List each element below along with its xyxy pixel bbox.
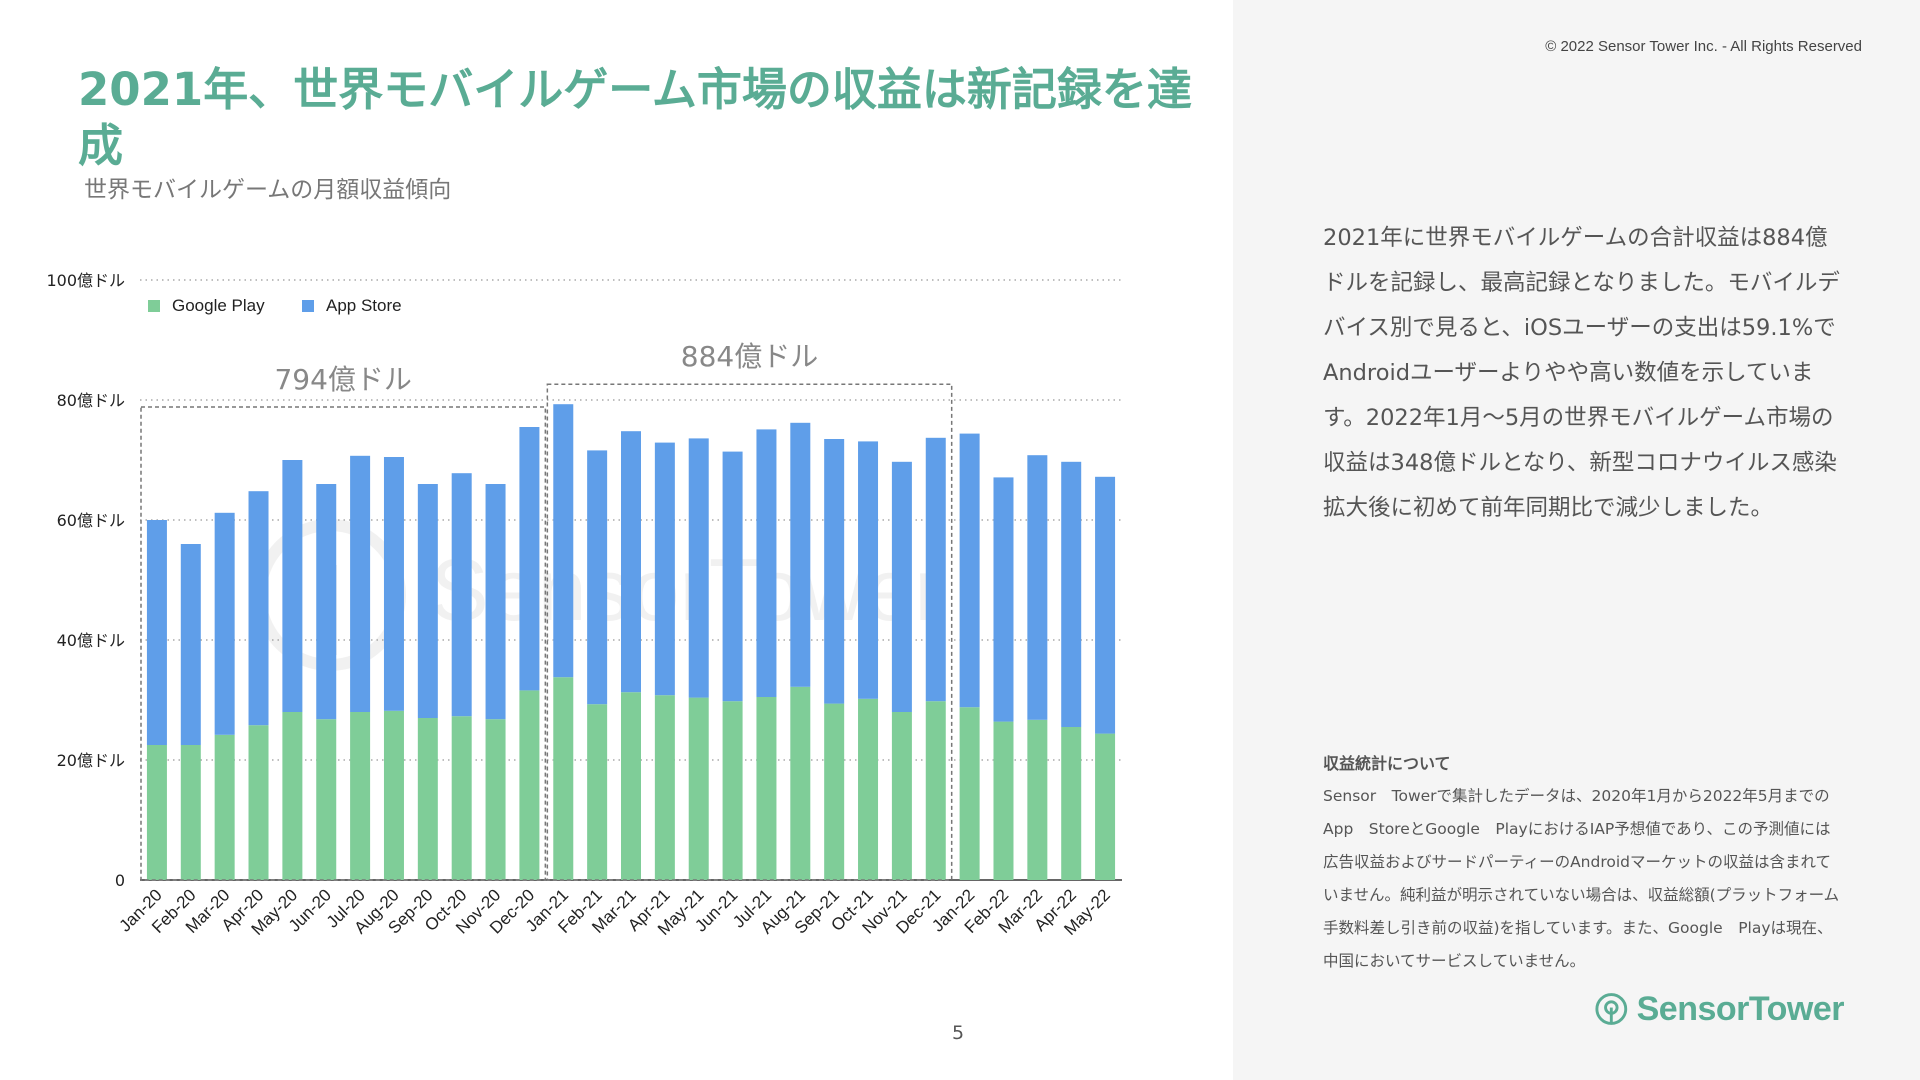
bar-app-store bbox=[519, 427, 540, 691]
bar-app-store bbox=[383, 457, 404, 711]
bar-app-store bbox=[180, 544, 201, 745]
bar-app-store bbox=[451, 473, 472, 717]
revenue-chart: SensorTower 794億ドル 884億ドル 0 20億ドル 40億ドル 60億ド… bbox=[46, 271, 1122, 939]
bar-google-play bbox=[654, 695, 675, 880]
y-tick-label: 0 bbox=[115, 871, 125, 890]
bar-app-store bbox=[756, 429, 777, 697]
bar-google-play bbox=[858, 698, 879, 880]
bar-google-play bbox=[350, 712, 371, 880]
annotation-label: 884億ドル bbox=[681, 340, 818, 373]
bar-app-store bbox=[248, 491, 269, 726]
bar-app-store bbox=[621, 431, 641, 693]
bar-google-play bbox=[451, 716, 472, 880]
page-title: 2021年、世界モバイルゲーム市場の収益は新記録を達成 bbox=[78, 63, 1192, 172]
bar-google-play bbox=[417, 718, 438, 880]
bar-google-play bbox=[756, 697, 777, 880]
bar-google-play bbox=[891, 712, 912, 880]
bar-google-play bbox=[993, 721, 1014, 880]
bar-google-play bbox=[316, 719, 337, 880]
bar-app-store bbox=[282, 460, 303, 712]
chart-subtitle: 世界モバイルゲームの月額収益傾向 bbox=[84, 177, 452, 203]
bar-app-store bbox=[654, 442, 675, 696]
bar-app-store bbox=[688, 438, 709, 698]
bar-google-play bbox=[519, 690, 540, 880]
bar-google-play bbox=[1095, 733, 1116, 880]
bar-google-play bbox=[248, 725, 269, 880]
legend-swatch-app-store bbox=[302, 300, 314, 312]
sensor-tower-logo-icon bbox=[1595, 993, 1628, 1025]
bar-google-play bbox=[587, 704, 608, 880]
sensor-tower-logo: SensorTower bbox=[1594, 984, 1845, 1034]
annotation-label: 794億ドル bbox=[274, 363, 411, 396]
chart-legend: Google Play App Store bbox=[148, 296, 402, 315]
y-tick-label: 20億ドル bbox=[57, 751, 125, 770]
bar-app-store bbox=[993, 477, 1014, 722]
bar-app-store bbox=[553, 404, 574, 678]
bar-app-store bbox=[146, 520, 167, 745]
bar-app-store bbox=[858, 441, 879, 699]
logo-text: SensorTower bbox=[1636, 989, 1845, 1028]
bar-app-store bbox=[1061, 461, 1082, 727]
watermark-text: SensorTower bbox=[430, 540, 944, 639]
bar-google-play bbox=[146, 745, 167, 880]
bar-google-play bbox=[214, 734, 235, 880]
summary-text: 2021年に世界モバイルゲームの合計収益は884億ドルを記録し、最高記録となりま… bbox=[1323, 225, 1840, 521]
bar-google-play bbox=[383, 710, 404, 880]
bar-app-store bbox=[790, 422, 811, 687]
bar-google-play bbox=[959, 707, 980, 880]
annotation-bracket bbox=[140, 406, 547, 881]
bar-google-play bbox=[688, 697, 709, 880]
bar-app-store bbox=[417, 484, 438, 718]
legend-swatch-google-play bbox=[148, 300, 160, 312]
page-number: 5 bbox=[952, 1022, 965, 1044]
bar-app-store bbox=[824, 439, 845, 704]
bar-google-play bbox=[621, 692, 641, 880]
bar-google-play bbox=[824, 703, 845, 880]
bar-google-play bbox=[1061, 727, 1082, 880]
legend-label-google-play: Google Play bbox=[172, 296, 265, 315]
bar-google-play bbox=[485, 719, 506, 880]
bar-google-play bbox=[282, 712, 303, 880]
y-tick-label: 40億ドル bbox=[57, 631, 125, 650]
bar-app-store bbox=[316, 484, 337, 720]
bar-app-store bbox=[1095, 476, 1116, 734]
bar-app-store bbox=[722, 451, 743, 702]
bar-google-play bbox=[722, 701, 743, 880]
annotation-bracket bbox=[546, 383, 953, 881]
bar-app-store bbox=[350, 455, 371, 712]
bar-google-play bbox=[180, 745, 201, 880]
legend-label-app-store: App Store bbox=[326, 296, 402, 315]
bar-app-store bbox=[959, 433, 980, 708]
bar-app-store bbox=[1027, 455, 1048, 720]
bar-app-store bbox=[925, 437, 946, 702]
bar-app-store bbox=[891, 461, 912, 712]
bar-google-play bbox=[553, 677, 574, 880]
y-tick-label: 80億ドル bbox=[57, 391, 125, 410]
bar-google-play bbox=[925, 701, 946, 880]
y-tick-label: 60億ドル bbox=[57, 511, 125, 530]
bar-google-play bbox=[1027, 719, 1048, 880]
bar-app-store bbox=[485, 484, 506, 720]
copyright-text: © 2022 Sensor Tower Inc. - All Rights Re… bbox=[1545, 38, 1862, 55]
bar-app-store bbox=[587, 450, 608, 705]
bar-google-play bbox=[790, 686, 811, 880]
right-panel bbox=[1233, 0, 1920, 1080]
note-text: Sensor Towerで集計したデータは、2020年1月から2022年5月まで… bbox=[1323, 787, 1840, 970]
y-tick-label: 100億ドル bbox=[46, 271, 125, 290]
note-title: 収益統計について bbox=[1323, 754, 1451, 773]
bar-app-store bbox=[214, 512, 235, 735]
